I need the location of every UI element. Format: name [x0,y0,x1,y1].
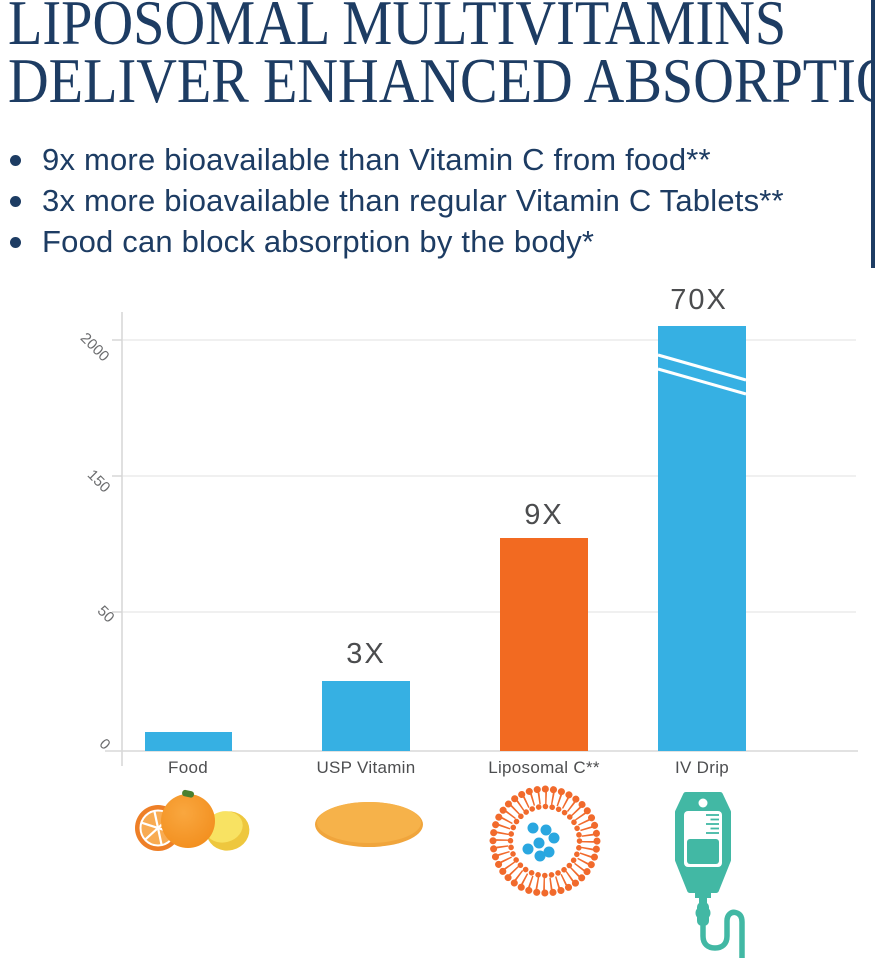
bar-food [145,732,232,751]
y-tick-labels: 2000 150 50 0 [77,330,118,754]
value-label-usp: 3X [346,638,385,670]
category-label-usp: USP Vitamin [316,758,415,777]
value-label-iv: 70X [670,284,728,316]
right-edge-accent [871,0,875,268]
ytick-150: 150 [84,466,114,496]
category-label-iv: IV Drip [675,758,729,777]
ytick-50: 50 [94,602,118,626]
ytick-2000: 2000 [77,330,113,366]
vitamin-molecules [522,822,560,862]
orange-fruit-icon [135,789,250,851]
bioavailability-bar-chart: 2000 150 50 0 3X 9X 70X Food USP Vitamin… [77,284,858,777]
liposome-icon [489,785,601,897]
headline-line1: LIPOSOMAL MULTIVITAMINS [8,0,787,58]
category-label-food: Food [168,758,208,777]
category-icons [135,785,745,958]
bullet-item: 9x more bioavailable than Vitamin C from… [8,139,784,180]
axis-ticks [112,339,122,613]
bullet-item: Food can block absorption by the body* [8,221,784,262]
iv-drip-icon [675,792,745,958]
value-label-liposomal: 9X [524,499,563,531]
category-label-liposomal: Liposomal C** [488,758,600,777]
bullet-list: 9x more bioavailable than Vitamin C from… [8,139,784,262]
vitamin-tablet-icon [315,802,423,847]
bar-iv-drip [658,326,746,751]
bar-usp-vitamin [322,681,410,751]
headline-line2: DELIVER ENHANCED ABSORPTION. [8,45,875,116]
bar-liposomal-c [500,538,588,751]
axis-break-marks [657,353,747,396]
bullet-item: 3x more bioavailable than regular Vitami… [8,180,784,221]
